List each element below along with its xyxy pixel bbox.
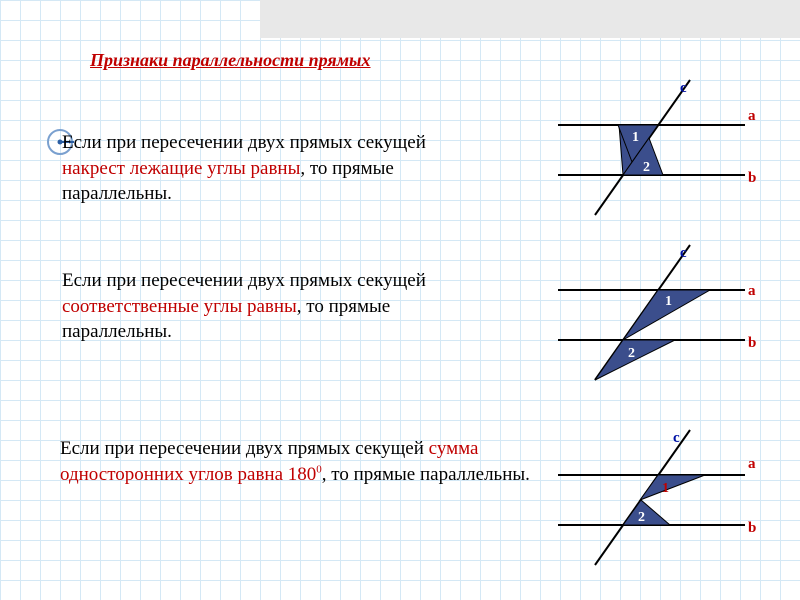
svg-text:a: a [748,283,756,299]
svg-text:b: b [748,335,756,351]
svg-text:2: 2 [628,346,635,361]
p3-prefix: Если при пересечении двух прямых секущей [60,438,429,459]
p1-prefix: Если при пересечении двух прямых секущей [62,132,426,153]
svg-text:1: 1 [662,481,669,496]
top-bar [260,0,800,38]
svg-text:2: 2 [638,510,645,525]
p2-prefix: Если при пересечении двух прямых секущей [62,270,426,291]
svg-text:c: c [680,245,687,261]
svg-text:a: a [748,456,756,472]
label-a: a [748,108,756,124]
angle-1-label: 1 [632,130,639,145]
svg-text:c: c [673,430,680,446]
label-c: c [680,80,687,96]
angle-2-label: 2 [643,160,650,175]
diagram-corresponding-angles: c a b 1 2 1 2 [540,235,770,385]
theorem-2: Если при пересечении двух прямых секущей… [62,268,482,345]
diagram-alternate-angles: c a b 1 2 [540,70,770,220]
svg-text:b: b [748,520,756,536]
p1-accent: накрест лежащие углы равны [62,158,300,179]
p2-accent: соответственные углы равны [62,296,297,317]
theorem-1: Если при пересечении двух прямых секущей… [62,130,482,207]
svg-text:1: 1 [665,294,672,309]
label-b: b [748,170,756,186]
theorem-3: Если при пересечении двух прямых секущей… [60,436,530,487]
diagram-cointerior-angles: c a b 1 2 [540,420,770,570]
p3-suffix: , то прямые параллельны. [322,464,530,485]
page-title: Признаки параллельности прямых [90,50,371,71]
